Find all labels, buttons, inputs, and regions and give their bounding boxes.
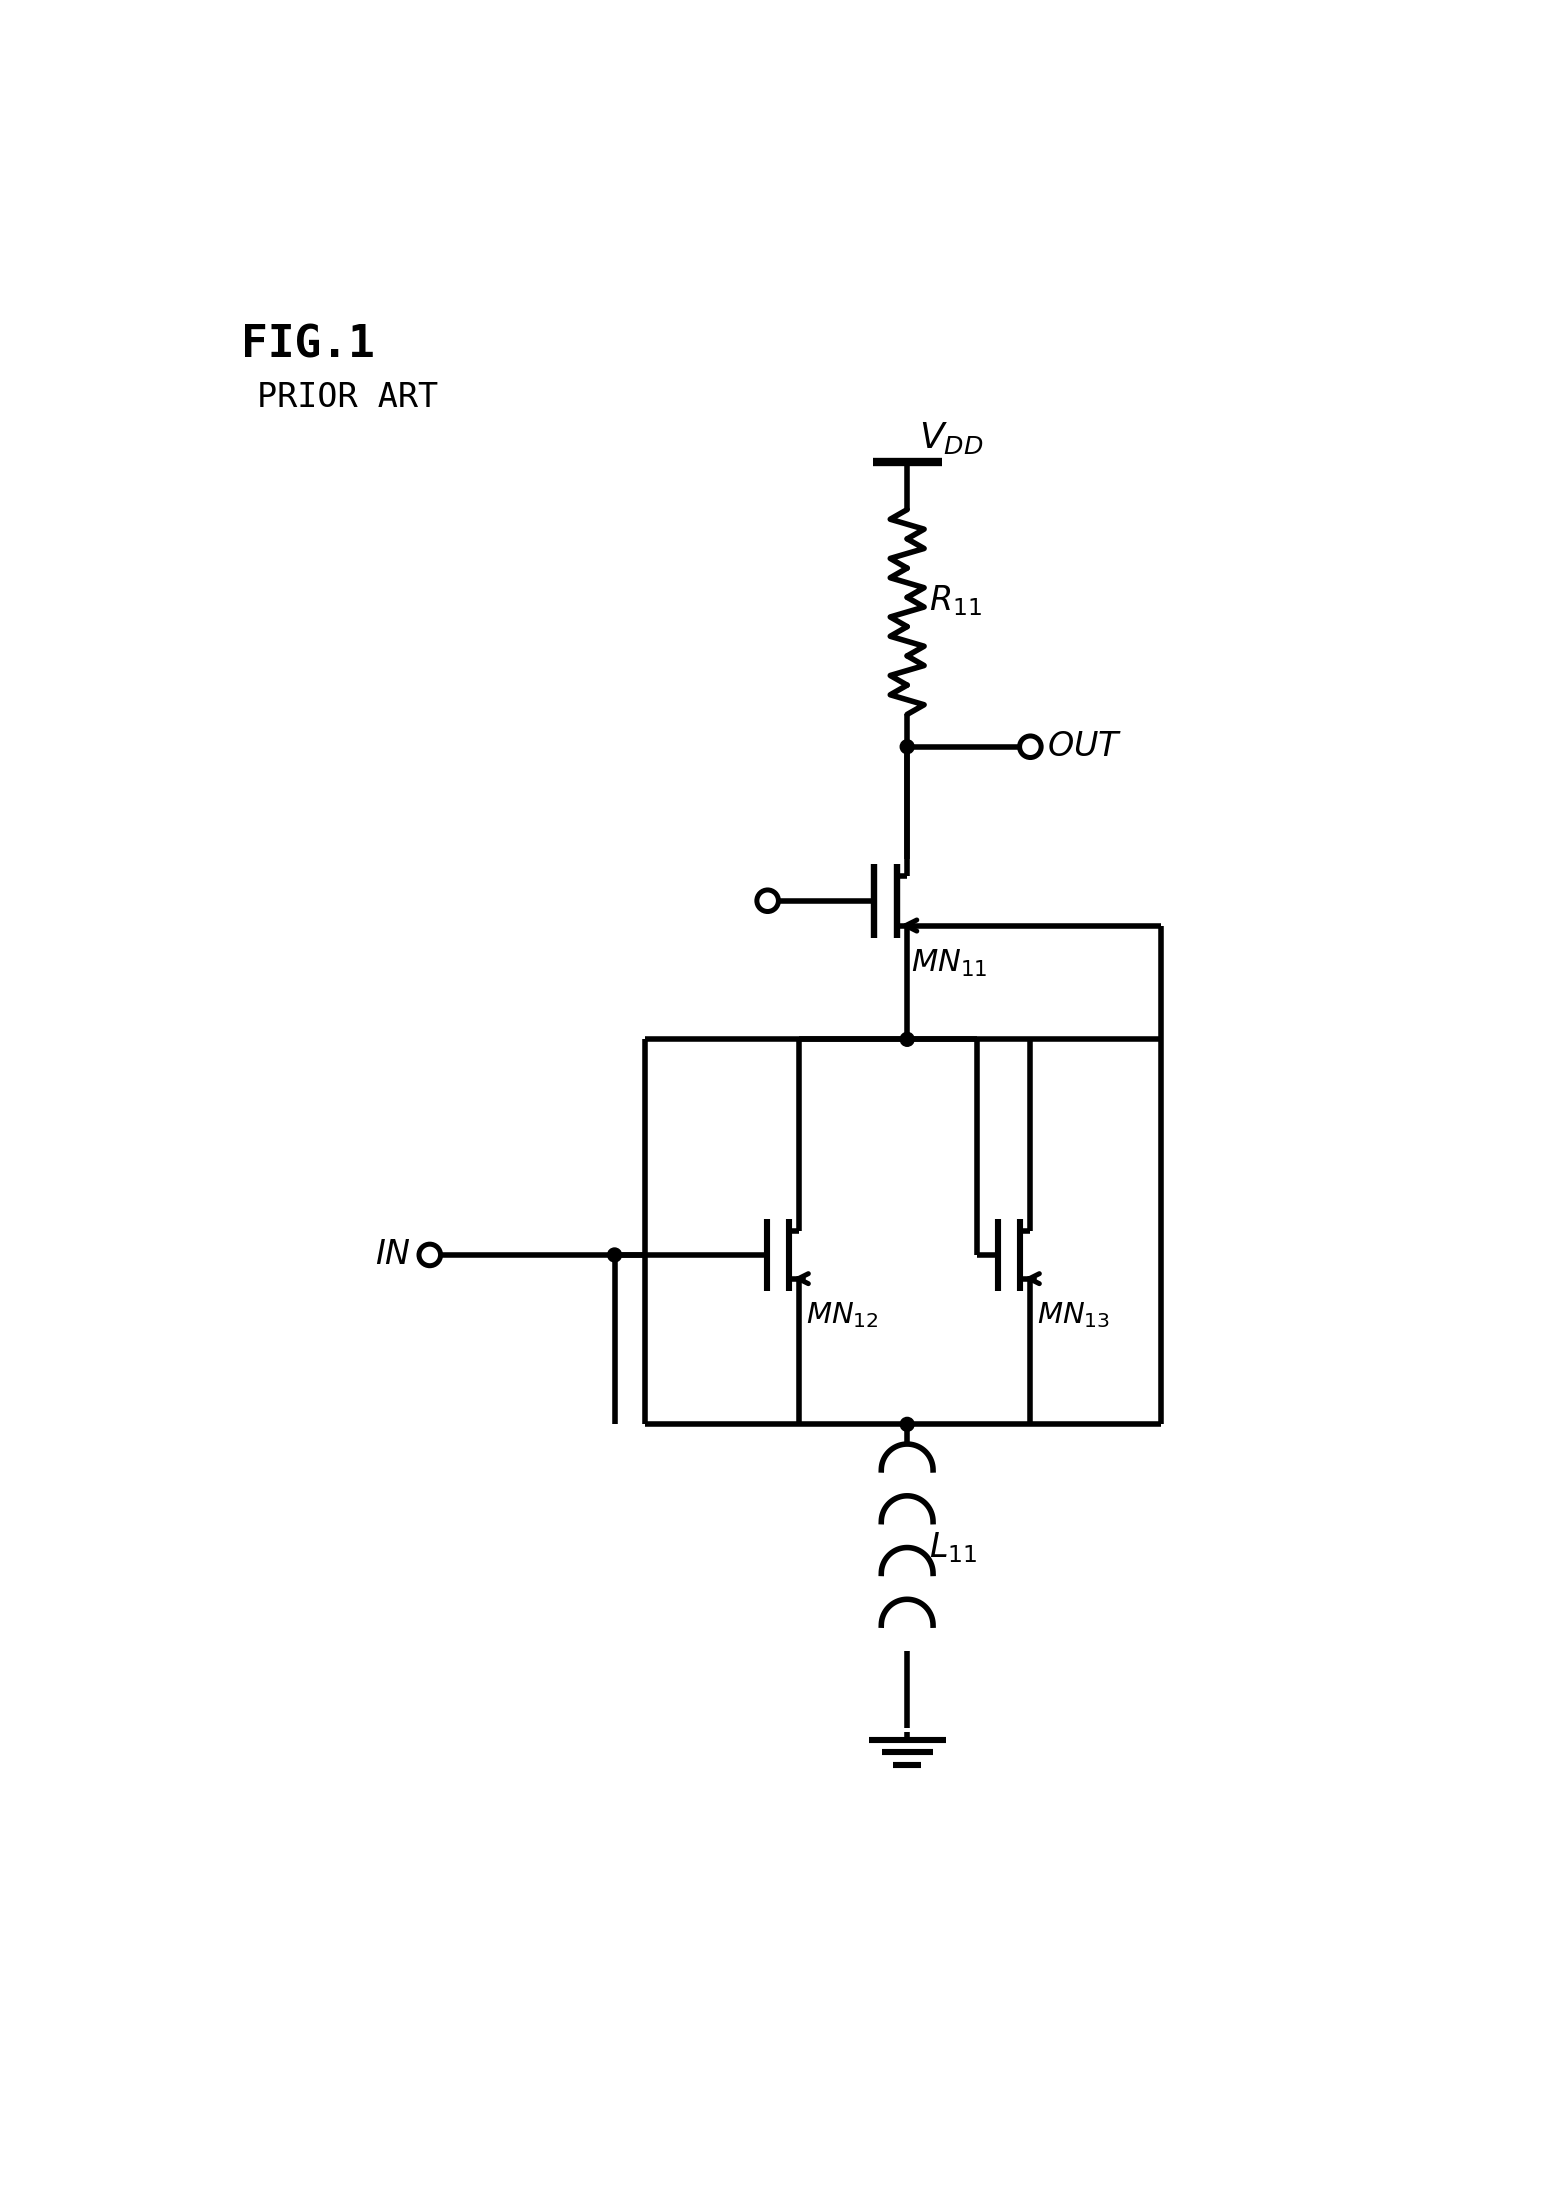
Circle shape <box>419 1244 441 1266</box>
Text: $OUT$: $OUT$ <box>1048 730 1122 763</box>
Circle shape <box>900 739 914 754</box>
Circle shape <box>900 1418 914 1432</box>
Circle shape <box>900 1032 914 1046</box>
Text: $R_{11}$: $R_{11}$ <box>929 582 982 618</box>
Text: $L_{11}$: $L_{11}$ <box>929 1531 977 1564</box>
Circle shape <box>1020 737 1041 757</box>
Circle shape <box>756 889 778 911</box>
Text: $MN_{12}$: $MN_{12}$ <box>806 1299 878 1330</box>
Circle shape <box>608 1249 622 1262</box>
Text: $MN_{13}$: $MN_{13}$ <box>1037 1299 1110 1330</box>
Text: PRIOR ART: PRIOR ART <box>257 382 438 415</box>
Text: $MN_{11}$: $MN_{11}$ <box>910 949 987 979</box>
Text: $V_{DD}$: $V_{DD}$ <box>918 419 984 457</box>
Text: $IN$: $IN$ <box>374 1238 410 1271</box>
Text: FIG.1: FIG.1 <box>242 324 374 366</box>
